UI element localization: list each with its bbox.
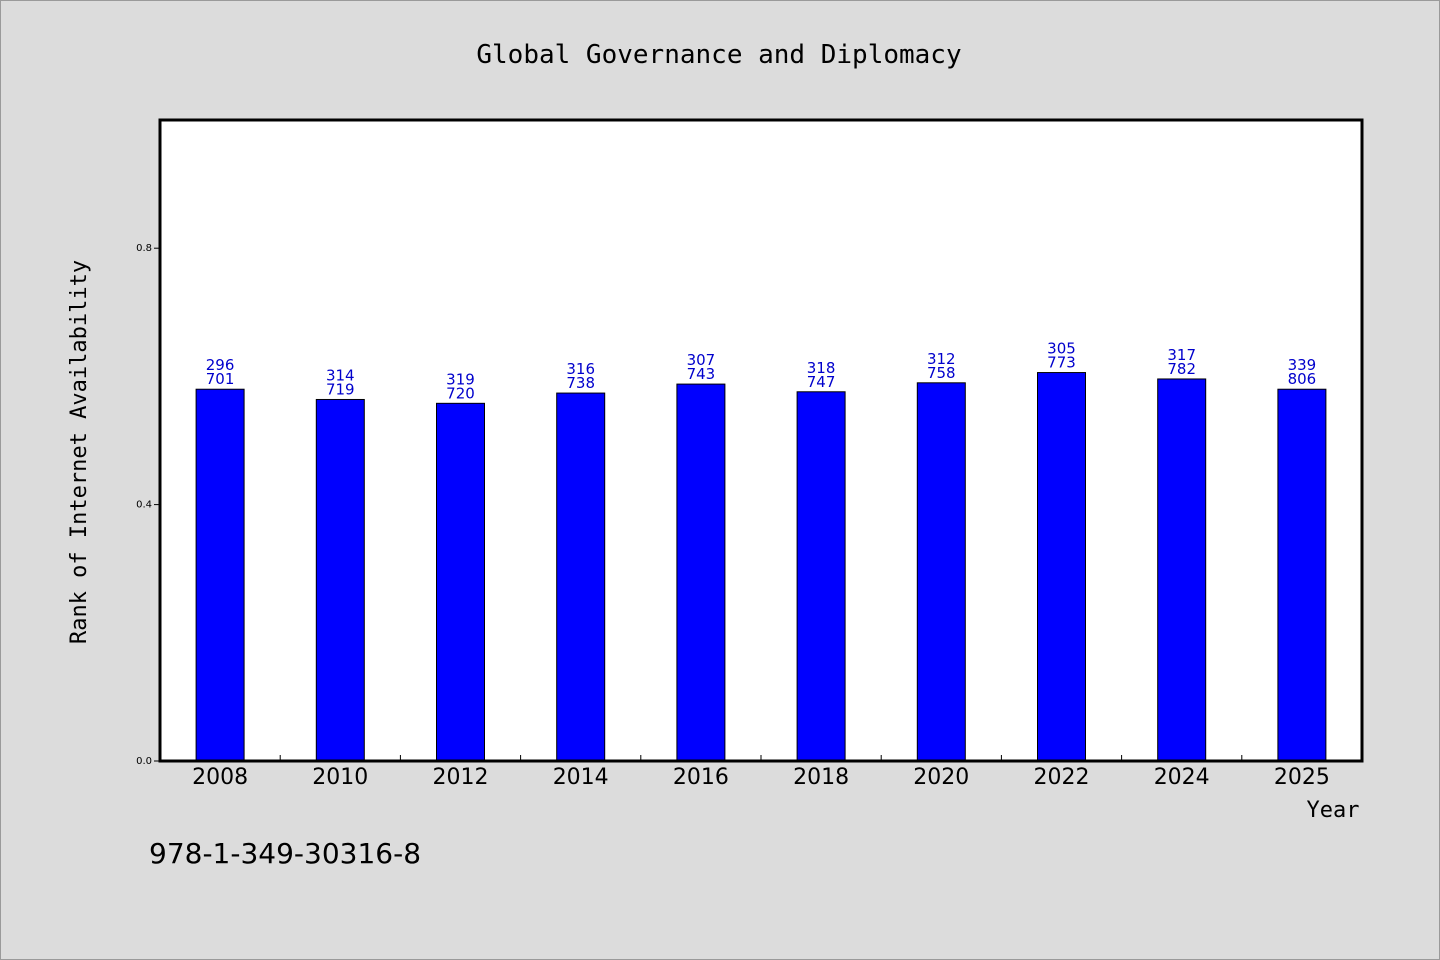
y-tick-label: 0.8	[136, 243, 152, 254]
bar-2018	[796, 391, 846, 762]
bar-2016	[676, 383, 726, 762]
data-label-top: 317	[1167, 346, 1196, 364]
data-label-bottom: 773	[1047, 354, 1076, 372]
x-tick-label: 2014	[553, 765, 609, 790]
bar-2022	[1037, 372, 1086, 762]
bar-2008	[195, 388, 245, 762]
data-label-bottom: 720	[446, 384, 475, 402]
data-label-top: 312	[927, 350, 956, 368]
data-label-top: 319	[446, 370, 475, 388]
data-label-bottom: 701	[206, 370, 235, 388]
data-label-bottom: 738	[566, 374, 595, 392]
x-tick-label: 2008	[192, 765, 248, 790]
y-tick-label: 0.4	[136, 500, 152, 511]
data-label-bottom: 758	[927, 364, 956, 382]
y-tick-label: 0.0	[136, 756, 152, 767]
data-label-bottom: 719	[326, 380, 355, 398]
x-tick-label: 2018	[793, 765, 849, 790]
data-label-top: 339	[1288, 356, 1317, 374]
x-axis: 2008 2010 2012 2014 2016 2018 2020 2022 2024 2025	[192, 755, 1330, 790]
bar-2010	[315, 398, 365, 762]
y-axis-title: Rank of Internet Availability	[67, 260, 92, 644]
data-label-top: 316	[566, 360, 595, 378]
x-tick-label: 2022	[1034, 765, 1090, 790]
data-label-bottom: 743	[687, 365, 716, 383]
bars-group	[195, 372, 1327, 762]
y-axis: 0.0 0.4 0.8	[136, 243, 160, 767]
x-axis-title: Year	[1307, 798, 1360, 823]
data-label-top: 318	[807, 359, 836, 377]
bar-2012	[436, 402, 485, 762]
bar-2020	[916, 382, 966, 762]
x-tick-label: 2012	[433, 765, 489, 790]
data-label-top: 296	[206, 356, 235, 374]
x-tick-label: 2024	[1154, 765, 1210, 790]
x-tick-label: 2010	[312, 765, 368, 790]
x-tick-label: 2025	[1274, 765, 1330, 790]
data-label-bottom: 747	[807, 373, 836, 391]
bar-2024	[1157, 378, 1207, 762]
data-label-top: 307	[687, 351, 716, 369]
data-label-bottom: 806	[1288, 370, 1317, 388]
x-tick-label: 2020	[913, 765, 969, 790]
data-label-top: 314	[326, 366, 355, 384]
x-tick-label: 2016	[673, 765, 729, 790]
bar-2025	[1277, 388, 1327, 762]
data-label-bottom: 782	[1167, 360, 1196, 378]
data-label-top: 305	[1047, 340, 1076, 358]
bar-2014	[556, 392, 606, 762]
chart-title: Global Governance and Diplomacy	[476, 40, 961, 70]
isbn-text: 978-1-349-30316-8	[149, 837, 421, 870]
plot-border	[158, 118, 1364, 763]
